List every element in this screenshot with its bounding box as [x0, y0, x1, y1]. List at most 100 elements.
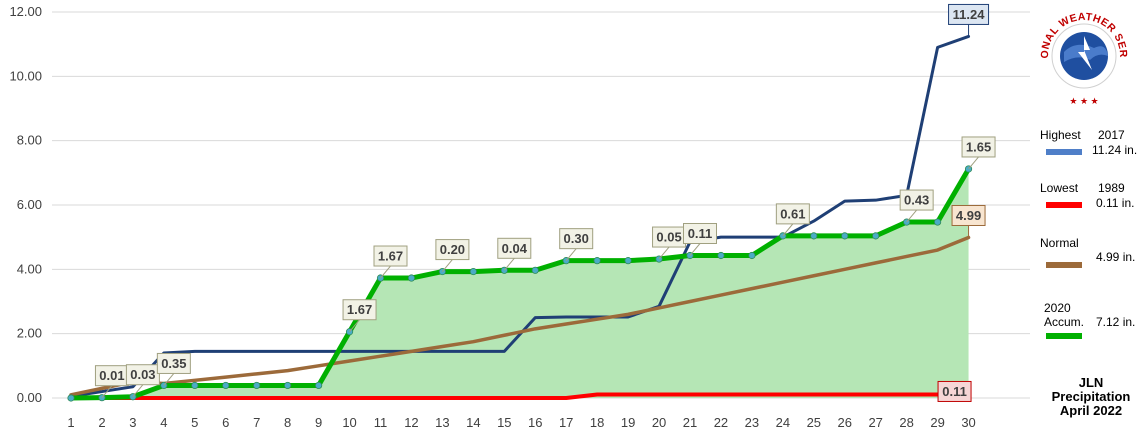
- data-label: 0.11: [688, 226, 713, 241]
- legend-normal-label: Normal: [1040, 236, 1079, 250]
- x-tick-label: 26: [838, 415, 852, 430]
- label-leader: [906, 209, 918, 223]
- y-axis: 0.00 2.00 4.00 6.00 8.00 10.00 12.00: [9, 4, 42, 405]
- accum-point: [593, 257, 601, 265]
- y-tick-label: 4.00: [17, 261, 42, 276]
- x-tick-label: 6: [222, 415, 229, 430]
- x-tick-label: 10: [342, 415, 356, 430]
- accum-point: [531, 266, 539, 274]
- label-box: [899, 189, 934, 211]
- x-tick-label: 24: [776, 415, 790, 430]
- x-tick-label: 22: [714, 415, 728, 430]
- y-tick-label: 6.00: [17, 197, 42, 212]
- accum-point: [407, 274, 416, 282]
- svg-text:★ ★ ★: ★ ★ ★: [1069, 96, 1098, 106]
- y-tick-label: 12.00: [9, 4, 42, 19]
- label-leader: [782, 223, 794, 237]
- label-box: [948, 3, 990, 25]
- label-leader: [349, 319, 360, 333]
- label-box: [156, 352, 191, 374]
- legend-normal: Normal 4.99 in.: [1040, 236, 1140, 294]
- x-tick-label: 23: [745, 415, 759, 430]
- y-tick-label: 8.00: [17, 133, 42, 148]
- x-tick-label: 21: [683, 415, 697, 430]
- legend-accum-amount: 7.12 in.: [1096, 315, 1136, 329]
- y-tick-label: 2.00: [17, 326, 42, 341]
- legend-highest-year: 2017: [1098, 128, 1125, 142]
- data-label: 0.01: [99, 368, 124, 383]
- accum-point: [872, 232, 880, 240]
- legend-lowest-amount: 0.11 in.: [1096, 196, 1135, 210]
- data-label: 0.03: [130, 367, 155, 382]
- legend-lowest-label: Lowest: [1040, 181, 1079, 195]
- label-box: [683, 223, 717, 245]
- label-box: [497, 237, 532, 259]
- x-axis: 1 2 3 4 5 6 7 8 9 10 11 12 13 14 15 16 17 18 19 20 21 22 23 24 2…: [67, 415, 975, 430]
- label-box: [951, 204, 986, 226]
- legend-lowest-year: 1989: [1098, 181, 1125, 195]
- x-tick-label: 13: [435, 415, 449, 430]
- legend-accum: 2020 Accum. 7.12 in.: [1040, 301, 1140, 351]
- x-tick-label: 1: [67, 415, 74, 430]
- label-box: [961, 136, 996, 158]
- legend-lowest: Lowest 1989 0.11 in.: [1040, 181, 1140, 233]
- label-box: [435, 239, 470, 261]
- label-box: [125, 364, 160, 386]
- x-tick-label: 28: [899, 415, 913, 430]
- legend-highest-swatch: [1046, 149, 1082, 155]
- x-tick-label: 29: [930, 415, 944, 430]
- x-tick-label: 12: [404, 415, 418, 430]
- label-box: [559, 228, 594, 250]
- x-tick-label: 17: [559, 415, 573, 430]
- data-label: 0.04: [502, 241, 528, 256]
- accum-point: [253, 381, 261, 390]
- label-leader: [132, 384, 144, 398]
- chart-title: JLN Precipitation April 2022: [1042, 376, 1140, 418]
- data-label: 0.05: [656, 230, 681, 245]
- label-leader: [101, 385, 113, 398]
- data-label: 0.43: [904, 193, 929, 208]
- x-tick-label: 2: [98, 415, 105, 430]
- label-leader: [380, 265, 391, 279]
- x-tick-label: 19: [621, 415, 635, 430]
- x-tick-label: 7: [253, 415, 260, 430]
- data-labels: 0.01 0.03 0.35 1.67 1.67 0.20 0.04 0.30 0.05 0.11…: [94, 3, 996, 402]
- accum-point: [748, 251, 756, 260]
- x-tick-label: 30: [961, 415, 975, 430]
- label-box: [775, 203, 810, 225]
- accum-point: [314, 381, 323, 390]
- accum-point: [469, 267, 477, 276]
- label-box: [937, 380, 972, 402]
- legend-lowest-swatch: [1046, 202, 1082, 208]
- x-tick-label: 20: [652, 415, 666, 430]
- legend-highest: Highest 2017 11.24 in.: [1040, 128, 1140, 180]
- accum-point: [810, 232, 818, 240]
- x-tick-label: 25: [807, 415, 821, 430]
- nws-logo-icon: NATIONAL WEATHER SERVICE ★ ★ ★: [1030, 0, 1134, 115]
- title-station: JLN: [1078, 375, 1104, 390]
- accum-point: [717, 251, 725, 260]
- label-leader: [968, 156, 979, 170]
- x-tick-label: 18: [590, 415, 604, 430]
- legend-accum-label-1: 2020: [1044, 301, 1071, 315]
- data-label: 0.61: [780, 206, 805, 221]
- highest-line: [69, 34, 971, 398]
- data-label: 1.65: [966, 139, 991, 154]
- x-tick-label: 9: [315, 415, 322, 430]
- accum-point: [222, 381, 230, 390]
- label-leader: [442, 259, 453, 272]
- accum-point: [67, 394, 75, 402]
- title-variable: Precipitation: [1051, 389, 1131, 404]
- data-label: 0.35: [161, 356, 186, 371]
- x-tick-label: 11: [374, 415, 388, 430]
- legend-normal-swatch: [1046, 262, 1082, 268]
- legend-accum-swatch: [1046, 333, 1082, 339]
- data-label: 0.20: [440, 242, 465, 257]
- legend-accum-label-2: Accum.: [1044, 315, 1085, 329]
- y-tick-label: 0.00: [17, 390, 42, 405]
- accum-point: [624, 257, 632, 265]
- accum-point: [284, 381, 292, 390]
- label-box: [373, 245, 408, 267]
- x-tick-label: 3: [129, 415, 136, 430]
